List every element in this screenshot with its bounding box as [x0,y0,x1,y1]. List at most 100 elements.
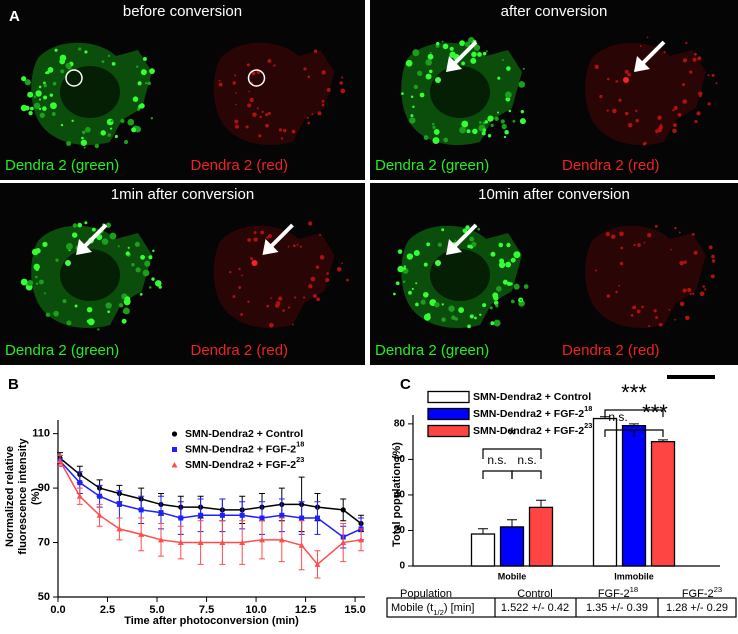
red-speck [599,94,603,99]
granule [109,232,117,240]
granule [503,135,507,139]
red-speck [605,231,610,237]
granule [461,120,469,128]
granule [505,91,512,99]
red-speck [321,99,325,103]
granule [484,120,488,124]
granule [107,54,111,58]
granule [425,73,432,80]
x-axis-label: Time after photoconversion (min) [124,615,299,627]
red-speck [678,231,681,234]
red-speck [273,64,276,67]
red-speck [673,105,678,110]
granule [506,281,512,286]
red-speck [292,323,294,326]
cell-red [585,42,706,146]
y-tick-label: 0 [399,561,405,572]
nucleus [60,66,120,118]
red-speck [619,261,624,266]
point [219,539,226,546]
granule [495,304,499,308]
panel-label: B [8,376,19,393]
granule [411,287,414,291]
granule [27,91,34,98]
table-header: FGF-218 [598,585,638,600]
granule [469,236,475,242]
point [298,542,305,548]
granule [118,302,124,308]
bracket [511,470,542,479]
red-speck [594,269,597,272]
y-tick-label: 110 [32,428,50,440]
granule [423,135,429,140]
granule [427,53,434,60]
x-tick-label: 10.0 [245,604,266,616]
granule [81,130,86,135]
red-speck [643,241,646,244]
red-speck [682,83,686,87]
y-tick-label: 40 [394,490,406,501]
red-speck [648,324,651,328]
legend-label: SMN-Dendra2 + FGF-218 [473,404,592,419]
legend-marker [171,431,178,437]
granule [442,43,449,50]
granule [434,302,440,308]
point [138,531,145,537]
red-speck [612,108,617,114]
arrow [638,40,666,68]
point [278,536,285,543]
granule [72,223,78,228]
arrow-head [446,56,462,72]
granule [33,102,41,110]
granule [84,50,88,54]
granule [144,260,151,267]
bar [470,533,496,567]
granule [134,241,140,247]
granule [510,257,516,263]
granule [125,251,130,256]
red-speck [639,45,642,48]
granule [437,242,442,247]
converted-spot-red [251,260,258,266]
legend-label: SMN-Dendra2 + FGF-218 [185,440,304,455]
granule [111,61,116,66]
granule [47,66,54,73]
granule [401,92,404,95]
red-speck [657,115,662,120]
granule [397,265,404,273]
red-speck [258,134,262,138]
red-speck [674,226,677,230]
granule [97,328,100,331]
red-speck [627,72,631,77]
granule [107,133,112,137]
granule [482,128,487,132]
converted-spot [435,77,441,83]
legend-marker [172,447,177,452]
granule [80,139,87,146]
red-speck [641,305,644,309]
granule [477,227,481,231]
granule [49,93,54,97]
red-speck [711,254,715,259]
granule [39,98,42,101]
red-speck [658,322,663,327]
red-speck [339,81,344,85]
red-speck [679,260,684,266]
granule [74,304,78,308]
granule [493,300,499,306]
granule [34,275,38,279]
granule [471,241,477,247]
red-speck [707,102,711,106]
granule [149,68,155,75]
red-speck [278,296,283,301]
granule [106,118,114,126]
image-title: 10min after conversion [478,186,630,203]
significance: n.s. [487,453,506,467]
red-speck [685,315,690,321]
granule [490,123,494,127]
granule [520,298,523,302]
roi [65,69,83,87]
red-speck [251,71,256,76]
granule [492,292,499,299]
